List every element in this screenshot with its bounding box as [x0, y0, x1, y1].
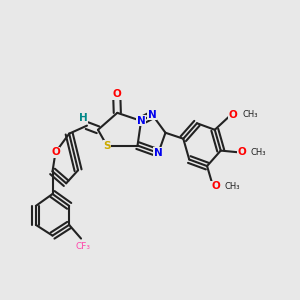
Text: O: O [112, 89, 121, 99]
Text: S: S [103, 140, 111, 151]
Text: CH₃: CH₃ [224, 182, 240, 191]
Text: N: N [137, 116, 146, 126]
Text: CH₃: CH₃ [250, 148, 266, 157]
Text: N: N [154, 148, 163, 158]
Text: CF₃: CF₃ [75, 242, 90, 250]
Text: O: O [51, 147, 60, 158]
Text: O: O [229, 110, 238, 120]
Text: O: O [211, 181, 220, 191]
Text: N: N [148, 110, 157, 120]
Text: CH₃: CH₃ [242, 110, 258, 119]
Text: H: H [79, 113, 88, 123]
Text: O: O [237, 147, 246, 158]
